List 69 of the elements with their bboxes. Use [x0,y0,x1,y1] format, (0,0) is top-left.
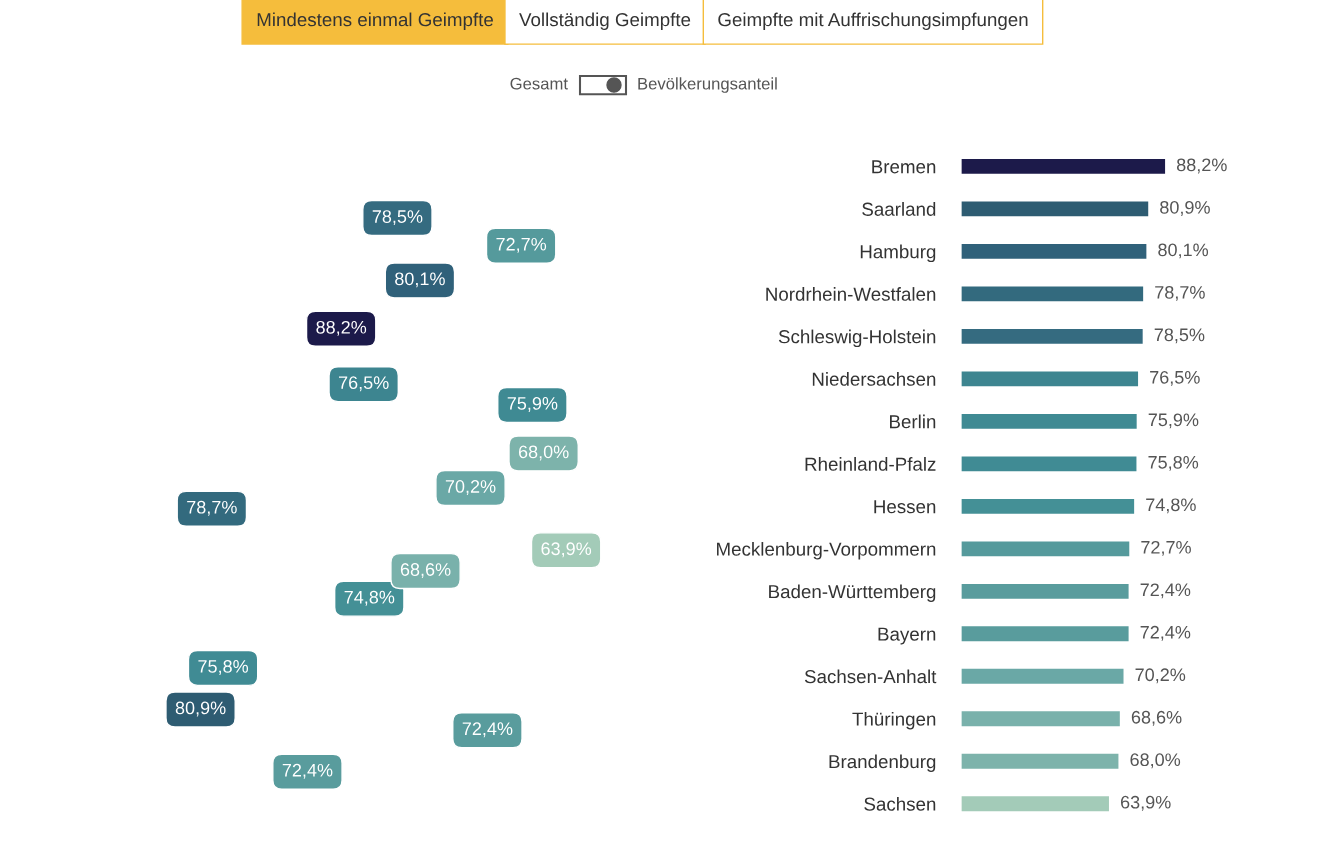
y-tick-label: Baden-Württemberg [769,584,936,602]
y-tick-label: Rheinland-Pfalz [805,457,936,471]
bar [961,158,1166,174]
data-label: 75,9% [1148,413,1199,429]
data-label: 78,5% [1154,328,1205,344]
y-tick-label: Mecklenburg-Vorpommern [717,542,936,560]
text: Geimpfte mit Auffrischungsimpfungen [718,12,1028,31]
text: 80,9% [175,701,226,717]
bar [961,668,1124,684]
y-tick-label: Niedersachsen [812,372,936,386]
bar [961,371,1139,387]
text: 68,0% [518,445,569,461]
y-tick-label: Hessen [874,500,936,514]
text: 78,5% [372,210,423,226]
text: 72,4% [462,722,513,738]
text: 70,2% [445,480,496,495]
data-label: 68,0% [1130,753,1181,769]
bar [961,456,1137,472]
text: 68,6% [400,563,451,579]
text: Gesamt [510,77,568,90]
y-tick-label: Nordrhein-Westfalen [766,287,936,301]
text: 80,1% [395,272,445,288]
bar [961,328,1143,344]
text: 76,5% [339,376,389,392]
bar [961,286,1144,302]
data-label: 74,8% [1146,498,1196,514]
bar [961,583,1129,599]
data-label: 76,5% [1150,370,1200,386]
text: Vollständig Geimpfte [519,12,691,31]
y-tick-label: Saarland [862,202,936,216]
text: 63,9% [541,542,592,558]
bar [961,796,1109,812]
text: 75,9% [507,397,558,412]
y-tick-label: Hamburg [860,244,936,263]
data-label: 70,2% [1135,668,1186,684]
data-label: 72,4% [1140,625,1191,641]
data-label: 72,7% [1141,540,1191,556]
data-label: 88,2% [1176,158,1227,174]
bar [961,626,1129,642]
data-label: 80,1% [1158,243,1209,259]
data-label: 78,7% [1155,285,1205,301]
text: 88,2% [316,320,367,336]
data-label: 80,9% [1160,200,1210,216]
bar [961,243,1147,259]
y-tick-label: Sachsen-Anhalt [804,669,937,684]
text: 72,7% [496,237,547,253]
text: Mindestens einmal Geimpfte [257,12,493,31]
data-label: 68,6% [1131,710,1182,726]
bar [961,541,1130,557]
data-label: 75,8% [1148,455,1199,471]
text: 74,8% [344,590,395,606]
bar [961,753,1119,769]
text: Bevölkerungsanteil [638,77,777,93]
bar [961,413,1137,429]
y-tick-label: Sachsen [864,796,936,811]
bar [961,498,1135,514]
bar [961,711,1120,727]
bar [961,201,1149,217]
text: 72,4% [282,763,333,779]
y-tick-label: Thüringen [852,711,936,730]
y-tick-label: Brandenburg [829,754,936,772]
y-tick-label: Bremen [872,160,936,174]
y-tick-label: Berlin [890,414,936,429]
y-tick-label: Schleswig-Holstein [778,329,936,348]
data-label: 72,4% [1140,583,1191,599]
text: 78,7% [187,500,237,516]
data-label: 63,9% [1120,795,1171,811]
y-tick-label: Bayern [878,627,936,645]
text: 75,8% [198,660,249,675]
